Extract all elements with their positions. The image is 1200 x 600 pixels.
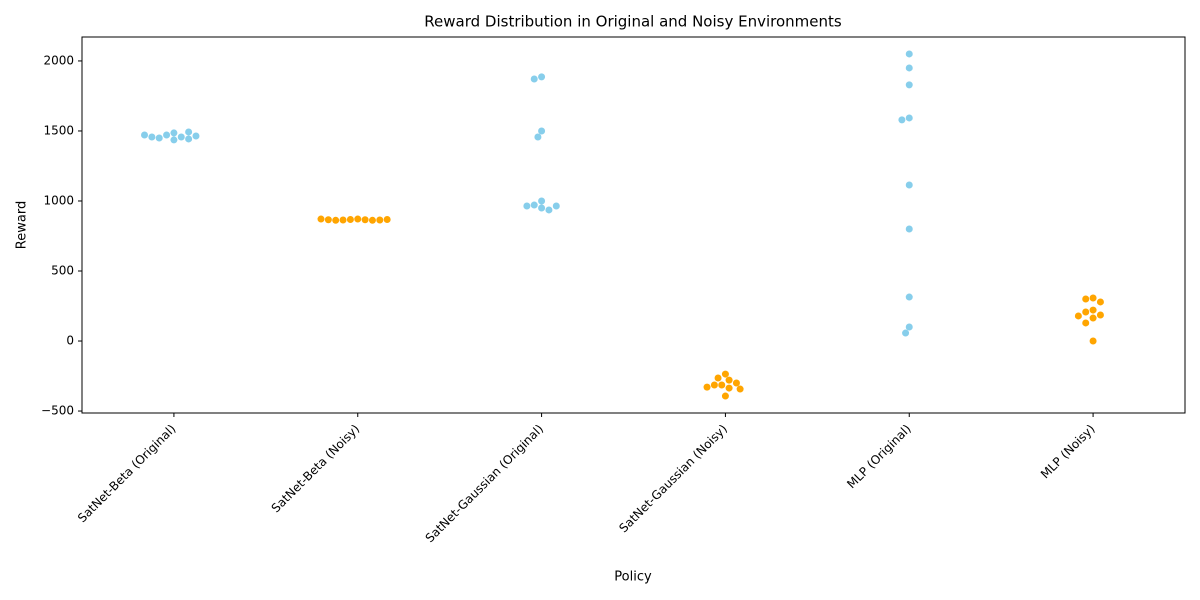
data-point (1082, 308, 1090, 316)
data-point (1096, 311, 1104, 319)
data-point (383, 215, 391, 223)
data-point (346, 215, 354, 223)
data-point (530, 201, 538, 209)
data-point (1082, 295, 1090, 303)
data-point (538, 73, 546, 81)
y-tick-label: 0 (66, 334, 74, 348)
data-point (703, 383, 711, 391)
data-point (170, 129, 178, 137)
data-point (905, 323, 913, 331)
x-axis-label: Policy (614, 570, 652, 585)
data-point (332, 216, 340, 224)
data-point (185, 135, 193, 143)
y-tick-label: 2000 (43, 53, 74, 67)
data-point (192, 132, 200, 140)
data-point (905, 50, 913, 58)
data-point (538, 197, 546, 205)
data-point (1089, 314, 1097, 322)
data-point (905, 181, 913, 189)
data-point (736, 385, 744, 393)
data-point (725, 384, 733, 392)
data-point (545, 206, 553, 214)
data-point (324, 216, 332, 224)
data-point (1089, 306, 1097, 314)
y-tick-label: 1000 (43, 193, 74, 207)
data-point (185, 128, 193, 136)
data-point (902, 329, 910, 337)
x-tick-label: SatNet-Gaussian (Original) (423, 422, 547, 546)
data-point (354, 215, 362, 223)
data-point (1096, 298, 1104, 306)
x-tick-label: MLP (Original) (844, 422, 914, 492)
data-point (725, 376, 733, 384)
data-point (538, 204, 546, 212)
data-point (718, 381, 726, 389)
y-tick-label: 500 (51, 264, 74, 278)
data-point (523, 202, 531, 210)
data-point (905, 225, 913, 233)
data-point (721, 370, 729, 378)
data-point (534, 133, 542, 141)
x-tick-label: MLP (Noisy) (1038, 422, 1098, 482)
data-point (905, 81, 913, 89)
data-point (1082, 319, 1090, 327)
y-tick-label: 1500 (43, 123, 74, 137)
plot-frame (81, 36, 1186, 414)
data-point (177, 133, 185, 141)
y-axis-label: Reward (15, 201, 30, 249)
data-point (905, 64, 913, 72)
data-point (1089, 337, 1097, 345)
data-point (1089, 294, 1097, 302)
data-point (898, 116, 906, 124)
data-point (361, 216, 369, 224)
x-tick-label: SatNet-Beta (Original) (75, 422, 179, 526)
data-point (163, 131, 171, 139)
y-tick-label: −500 (41, 404, 74, 418)
chart-title: Reward Distribution in Original and Nois… (424, 13, 842, 31)
data-point (530, 75, 538, 83)
data-point (148, 133, 156, 141)
data-point (368, 216, 376, 224)
data-point (552, 202, 560, 210)
data-point (141, 131, 149, 139)
data-point (339, 216, 347, 224)
data-point (905, 293, 913, 301)
data-point (732, 379, 740, 387)
data-point (710, 381, 718, 389)
data-point (714, 374, 722, 382)
data-point (317, 215, 325, 223)
x-tick-label: SatNet-Gaussian (Noisy) (616, 422, 730, 536)
data-point (376, 216, 384, 224)
data-point (155, 134, 163, 142)
data-point (1074, 312, 1082, 320)
data-point (170, 136, 178, 144)
data-point (905, 114, 913, 122)
data-point (538, 127, 546, 135)
x-tick-label: SatNet-Beta (Noisy) (269, 422, 363, 516)
data-point (721, 392, 729, 400)
